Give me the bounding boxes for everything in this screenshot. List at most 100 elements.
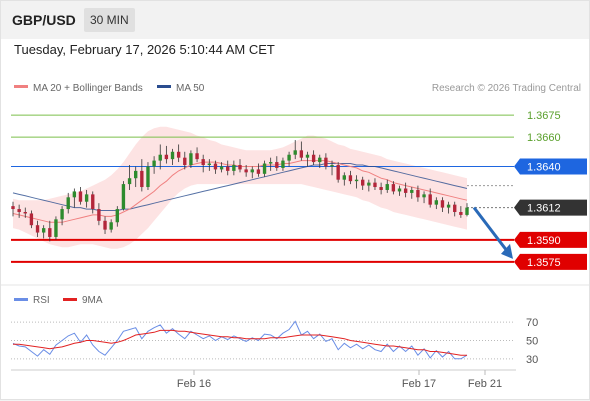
candle bbox=[127, 165, 132, 190]
timeframe-badge[interactable]: 30 MIN bbox=[84, 8, 135, 32]
candle bbox=[287, 151, 291, 167]
rsi-ma-line bbox=[13, 329, 467, 356]
candle bbox=[207, 159, 212, 171]
candle bbox=[324, 153, 328, 170]
level-badge-1.3612: 1.3612 bbox=[514, 199, 587, 216]
candle bbox=[232, 160, 236, 176]
candle bbox=[281, 157, 285, 171]
x-axis: Feb 16 Feb 17 Feb 21 bbox=[177, 370, 502, 390]
candle bbox=[446, 201, 451, 214]
candle bbox=[66, 192, 70, 214]
price-levels bbox=[11, 114, 514, 263]
candle bbox=[134, 166, 138, 188]
forecast-arrow-shaft bbox=[472, 206, 509, 252]
x-tick-label: Feb 17 bbox=[402, 378, 436, 390]
forecast-arrow-head bbox=[501, 243, 513, 259]
candle bbox=[48, 220, 52, 242]
ma50-line bbox=[12, 163, 468, 211]
rsi-lines bbox=[12, 320, 468, 360]
candle bbox=[299, 141, 304, 161]
candle bbox=[41, 225, 46, 239]
candle bbox=[305, 151, 310, 167]
candle bbox=[115, 206, 119, 227]
candle bbox=[373, 178, 377, 190]
candle bbox=[17, 204, 21, 218]
candle bbox=[391, 181, 396, 195]
candle bbox=[379, 182, 383, 195]
candle bbox=[103, 216, 107, 235]
level-badge-1.3575: 1.3575 bbox=[514, 253, 587, 270]
candle bbox=[385, 179, 389, 193]
candle bbox=[275, 156, 279, 171]
bollinger-band-area bbox=[13, 126, 467, 249]
level-labels: 1.3675 1.3660 1.3640 1.3612 1.3590 1.3575 bbox=[514, 110, 587, 270]
candle bbox=[256, 163, 261, 177]
candle bbox=[238, 159, 242, 173]
candle bbox=[453, 201, 457, 217]
candle bbox=[195, 147, 199, 163]
candle bbox=[403, 182, 408, 198]
candle bbox=[250, 166, 254, 179]
candle bbox=[416, 185, 420, 202]
candle bbox=[219, 162, 224, 173]
candle bbox=[109, 219, 113, 233]
level-label-1.3640: 1.3640 bbox=[527, 161, 561, 173]
candle bbox=[428, 188, 432, 208]
rsi-grid: 70 50 30 bbox=[11, 317, 538, 366]
candle bbox=[354, 175, 359, 189]
candle bbox=[336, 162, 340, 183]
candle bbox=[434, 197, 439, 210]
candle bbox=[213, 160, 218, 174]
candle bbox=[29, 210, 34, 229]
candle bbox=[152, 156, 156, 174]
research-credit: Research © 2026 Trading Central bbox=[432, 83, 581, 94]
candle bbox=[330, 160, 334, 176]
candle bbox=[91, 191, 95, 214]
candle bbox=[459, 206, 463, 218]
candle bbox=[244, 165, 248, 177]
candle bbox=[72, 188, 77, 208]
candle bbox=[268, 157, 273, 171]
candle bbox=[54, 216, 58, 240]
x-tick-label: Feb 16 bbox=[177, 378, 211, 390]
candle bbox=[183, 151, 187, 170]
candle bbox=[23, 207, 27, 218]
candle bbox=[367, 179, 371, 192]
candle bbox=[97, 203, 101, 226]
forecast-arrow bbox=[472, 206, 513, 259]
rsi-tick-30: 30 bbox=[526, 354, 538, 366]
candlesticks bbox=[11, 140, 469, 242]
candle bbox=[121, 181, 126, 211]
candle bbox=[11, 201, 15, 217]
candle bbox=[158, 144, 162, 170]
level-label-1.3612: 1.3612 bbox=[527, 203, 561, 215]
candle bbox=[440, 197, 445, 212]
candle bbox=[226, 160, 230, 176]
rsi-ma-legend-label: 9MA bbox=[82, 295, 103, 306]
candle bbox=[397, 185, 402, 196]
x-tick-label: Feb 21 bbox=[468, 378, 502, 390]
candle bbox=[140, 159, 144, 192]
candle bbox=[189, 150, 193, 168]
level-label-1.3675: 1.3675 bbox=[527, 110, 561, 122]
candle bbox=[170, 148, 175, 166]
rsi-legend-label: RSI bbox=[33, 295, 50, 306]
rsi-tick-70: 70 bbox=[526, 317, 538, 329]
candle bbox=[410, 187, 414, 199]
level-label-1.3575: 1.3575 bbox=[527, 257, 561, 269]
rsi-line bbox=[12, 320, 468, 360]
candle bbox=[348, 170, 353, 185]
candle bbox=[35, 220, 40, 237]
candle bbox=[164, 145, 169, 164]
candle bbox=[176, 144, 181, 163]
candle bbox=[465, 203, 469, 217]
currency-pair-title: GBP/USD bbox=[12, 12, 76, 28]
ma20-legend-swatch bbox=[14, 85, 28, 88]
candle bbox=[84, 189, 89, 208]
level-label-1.3660: 1.3660 bbox=[527, 132, 561, 144]
rsi-tick-50: 50 bbox=[526, 336, 538, 348]
chart-datetime: Tuesday, February 17, 2026 5:10:44 AM CE… bbox=[14, 42, 275, 57]
candle bbox=[361, 176, 365, 190]
